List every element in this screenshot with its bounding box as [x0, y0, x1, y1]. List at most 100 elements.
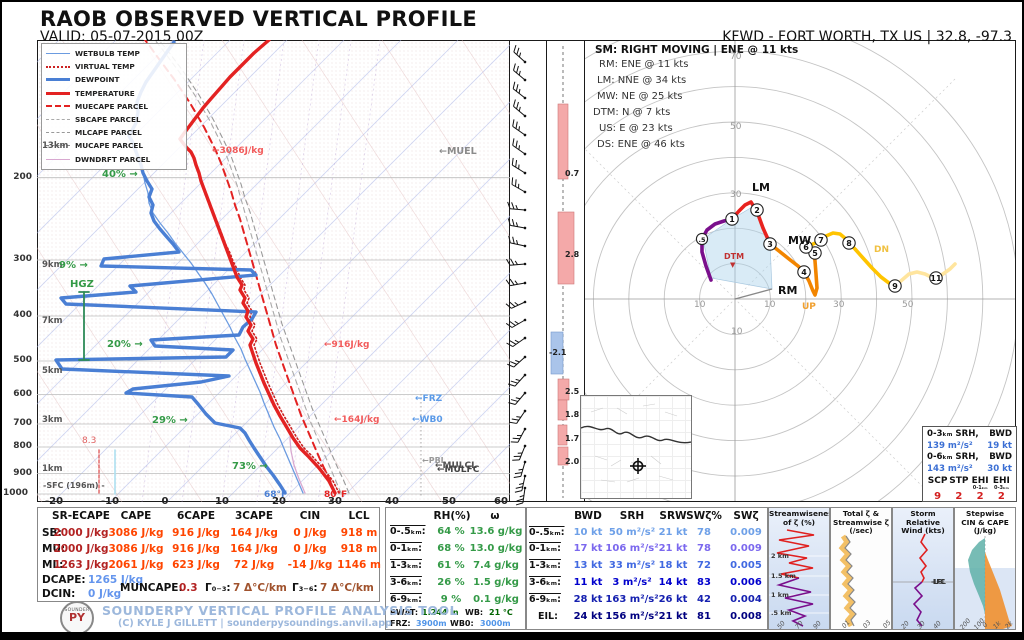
thermo-table [37, 507, 380, 602]
wb-value: 21 °C [489, 608, 513, 617]
dtm-label: DTM [724, 252, 745, 261]
thermo-row-label: ML: [42, 559, 64, 571]
page-title: RAOB OBSERVED VERTICAL PROFILE [40, 7, 478, 31]
up-shear-label: UP [802, 302, 816, 312]
lcl-marker: -LCL [932, 578, 946, 586]
thermo-header: 6CAPE [176, 510, 216, 522]
ring-label: 70 [730, 52, 742, 62]
hgz-label: HGZ [70, 279, 94, 290]
srh-0-3-value: 139 m²/s² [927, 440, 973, 451]
thermo-header: 3CAPE [234, 510, 274, 522]
pressure-tick: 500 [13, 355, 32, 365]
advection-value: 2.5 [565, 387, 580, 396]
rh-annotation: 20% → [107, 339, 143, 350]
layer-label: 1-3ₖₘ: [529, 560, 561, 571]
cape-annotation: ←164J/kg [334, 415, 380, 425]
height-km-label: 1km [42, 464, 63, 474]
surface-dewpoint-f: 68°F [264, 490, 288, 500]
sfc-label: -SFC (196m) - [43, 481, 105, 490]
down-shear-label: DN [874, 245, 890, 255]
footer-tool-name: SOUNDERPY VERTICAL PROFILE ANALYSIS TOOL [102, 603, 459, 618]
ring-label: 10 [764, 300, 776, 310]
surface-temp-f: 80°F [324, 490, 348, 500]
mean-wind-label: MW [788, 234, 812, 247]
rh-header: RH(%) [433, 510, 471, 522]
composite-indices-header: SCP STP EHI 0-1ₖₘ EHI 0-3ₖₘ [927, 476, 1010, 491]
pwat-value: 1.244 in [422, 608, 459, 617]
dtm-arrow-icon: ▼ [730, 261, 736, 269]
thermo-row-label: MU: [42, 543, 66, 555]
county-lines [590, 403, 678, 483]
srh-0-3-label: 0-3ₖₘ SRH, [927, 429, 979, 439]
srw-plot [893, 533, 953, 627]
storm-relative-wind-panel: Storm Relative Wind (kts) -LFC -LCL 20 30… [892, 507, 954, 630]
stepwise-cin-cape-panel: Stepwise CIN & CAPE (J/kg) -200 -100 0 1k … [954, 507, 1016, 630]
kin-header: SRW [659, 510, 687, 522]
lfc-marker: -LFC [931, 578, 945, 586]
kin-header: BWD [574, 510, 602, 522]
storm-mover: LM: NNE @ 34 kts [597, 75, 687, 86]
bwd-0-6-value: 30 kt [987, 463, 1012, 474]
storm-mover: RM: ENE @ 11 kts [599, 59, 689, 70]
right-mover-label: RM [778, 284, 798, 297]
advection-value: -2.1 [549, 348, 567, 357]
dcin-label: DCIN: [42, 588, 76, 600]
dcape-label: DCAPE: [42, 574, 86, 586]
pressure-tick: 700 [13, 418, 32, 428]
cape-annotation: ←916J/kg [324, 340, 370, 350]
muel-label: ←MUEL [439, 146, 477, 157]
pressure-tick: 900 [13, 468, 32, 478]
lapse-3-6-value: 7 Δ°C/km [320, 582, 374, 594]
ring-label: 50 [730, 122, 742, 132]
lapse-0-3-value: 7 Δ°C/km [233, 582, 287, 594]
frz-label: ←FRZ [415, 394, 443, 404]
temp-axis-tick: 0 [161, 496, 169, 507]
kinematics-table [526, 507, 768, 630]
storm-motion-header: SM: RIGHT MOVING | ENE @ 11 kts [595, 44, 799, 56]
pressure-tick: 200 [13, 172, 32, 182]
srh-bwd-inset: 0-3ₖₘ SRH, BWD 139 m²/s² 19 kt 0-6ₖₘ SRH, B… [922, 426, 1017, 502]
cape-annotation: ←3086J/kg [212, 146, 264, 156]
layer-label: EIL: [538, 611, 558, 622]
wb-label: WB: [465, 608, 484, 617]
ring-label: 30 [730, 190, 742, 200]
bottom-bar [2, 632, 1022, 638]
sounderpy-logo: SOUNDER PY [60, 601, 94, 635]
layer-label: 3-6ₖₘ: [390, 577, 422, 588]
pressure-tick: 1000 [2, 488, 28, 498]
layer-label: 0-1ₖₘ: [529, 543, 561, 554]
thermo-header: CIN [299, 510, 321, 522]
frz-row-label: FRZ: [390, 619, 411, 628]
wb0-row-label: WB0: [450, 619, 474, 628]
height-km-label: 13km [42, 141, 69, 151]
dcape-value: 1265 J/kg [88, 574, 144, 586]
wb0-label: ←WB0 [412, 415, 443, 425]
layer-label: 1-3ₖₘ: [390, 560, 422, 571]
total-zeta-panel: Total ζ & Streamwise ζ (/sec) .01 .03 .05 [830, 507, 892, 630]
state-boundary-line [581, 425, 691, 444]
moisture-table [385, 507, 526, 630]
legend-item: DWNDRFT PARCEL [46, 153, 182, 166]
legend-item: MLCAPE PARCEL [46, 126, 182, 139]
muncape-label: MUNCAPE: [120, 582, 183, 594]
location-map-inset [580, 395, 692, 499]
layer-label: 0-1ₖₘ: [390, 543, 422, 554]
storm-mover: DS: ENE @ 46 kts [597, 139, 685, 150]
kin-header: SWζ% [686, 510, 722, 522]
storm-mover: MW: NE @ 25 kts [597, 91, 683, 102]
temp-axis-tick: 40 [385, 496, 399, 507]
pressure-tick: 300 [13, 254, 32, 264]
dewpoint-line-sample [46, 78, 70, 82]
pressure-tick: 600 [13, 389, 32, 399]
dwndrft-line-sample [46, 158, 70, 160]
ring-label: 10 [731, 327, 743, 337]
footer-credit: (C) KYLE J GILLETT | sounderpysoundings.… [118, 618, 392, 629]
omega-header: ω [490, 510, 500, 522]
wind-barb-column [509, 40, 547, 502]
muncape-value: 0.3 [179, 582, 198, 594]
dcin-value: 0 J/kg [88, 588, 122, 600]
legend-item: TEMPERATURE [46, 87, 182, 100]
muecape-line-sample [46, 105, 70, 108]
